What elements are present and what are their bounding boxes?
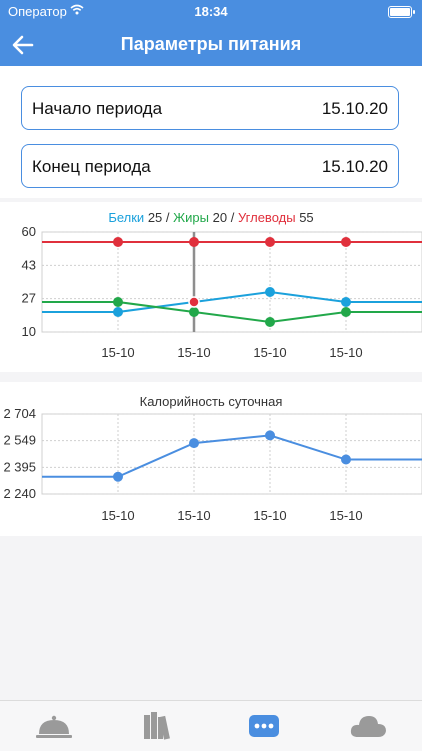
calories-series-line <box>42 434 422 478</box>
cloud-icon <box>350 716 386 737</box>
back-button[interactable] <box>8 30 38 60</box>
macros-selected-point <box>188 296 200 308</box>
legend-separator: / <box>231 210 235 225</box>
calories-data-point <box>265 430 275 441</box>
macros-data-point <box>341 307 351 317</box>
tab-cloud[interactable] <box>348 709 388 743</box>
clock: 18:34 <box>194 4 228 19</box>
calories-chart-panel: Калорийность суточная 2 704 2 549 2 395 2 2… <box>0 382 422 536</box>
arrow-left-icon <box>12 35 34 55</box>
calories-y-tick: 2 549 <box>3 433 36 448</box>
wifi-icon <box>70 4 84 18</box>
legend-fat-number: 20 <box>213 210 227 225</box>
calories-y-tick: 2 240 <box>3 486 36 501</box>
nav-bar: Параметры питания <box>0 24 422 66</box>
calories-x-tick: 15-10 <box>101 508 134 523</box>
legend-fat-label: Жиры <box>173 210 209 225</box>
calories-x-tick: 15-10 <box>177 508 210 523</box>
tab-library[interactable] <box>138 709 178 743</box>
macros-y-tick: 60 <box>22 224 36 239</box>
calories-chart-title: Калорийность суточная <box>140 394 283 409</box>
legend-carbs-label: Углеводы <box>238 210 296 225</box>
macros-y-tick: 43 <box>22 257 36 272</box>
macros-x-tick: 15-10 <box>329 345 362 360</box>
macros-series-line <box>42 301 422 324</box>
period-panel: Начало периода 15.10.20 Конец периода 15… <box>0 66 422 198</box>
macros-data-point <box>113 237 123 247</box>
macros-x-tick: 15-10 <box>101 345 134 360</box>
macros-data-point <box>265 317 275 327</box>
status-bar: Оператор 18:34 <box>0 0 422 24</box>
calories-chart: Калорийность суточная 2 704 2 549 2 395 2 2… <box>3 394 422 523</box>
macros-data-point <box>113 307 123 317</box>
calories-x-tick: 15-10 <box>253 508 286 523</box>
calories-plot-frame <box>41 413 422 495</box>
period-end-label: Конец периода <box>32 157 151 176</box>
macros-y-tick: 27 <box>22 291 36 306</box>
period-start-label: Начало периода <box>32 99 163 118</box>
macros-series-line <box>42 290 422 313</box>
macros-x-tick: 15-10 <box>177 345 210 360</box>
carrier-label: Оператор <box>8 4 67 19</box>
page-title: Параметры питания <box>120 34 302 54</box>
calories-y-tick: 2 704 <box>3 406 36 421</box>
calories-data-point <box>341 454 351 465</box>
macros-x-tick: 15-10 <box>253 345 286 360</box>
macros-data-point <box>265 237 275 247</box>
period-start-field[interactable]: Начало периода 15.10.20 <box>21 86 399 130</box>
legend-protein-number: 25 <box>148 210 162 225</box>
food-dome-icon <box>36 715 72 738</box>
books-icon <box>144 712 170 740</box>
macros-data-point <box>189 307 199 317</box>
macros-y-tick: 10 <box>22 324 36 339</box>
legend-carbs-number: 55 <box>299 210 313 225</box>
period-end-field[interactable]: Конец периода 15.10.20 <box>21 144 399 188</box>
more-dots-icon <box>249 715 279 737</box>
period-end-value: 15.10.20 <box>321 157 388 176</box>
tab-bar <box>0 700 422 751</box>
battery-icon <box>388 6 415 18</box>
calories-data-point <box>189 438 199 449</box>
legend-separator: / <box>166 210 170 225</box>
macros-chart-panel: Белки 25 / Жиры 20 / Углеводы 55 60 43 27 1… <box>0 202 422 372</box>
macros-data-point <box>341 237 351 247</box>
calories-data-point <box>113 471 123 482</box>
tab-more[interactable] <box>244 709 284 743</box>
macros-data-point <box>189 237 199 247</box>
macros-legend: Белки 25 / Жиры 20 / Углеводы 55 <box>108 210 313 225</box>
legend-protein-label: Белки <box>108 210 144 225</box>
macros-chart: Белки 25 / Жиры 20 / Углеводы 55 60 43 27 1… <box>22 210 422 360</box>
period-start-value: 15.10.20 <box>321 99 388 118</box>
calories-y-tick: 2 395 <box>3 459 36 474</box>
tab-food[interactable] <box>34 709 74 743</box>
macros-data-point <box>341 297 351 307</box>
macros-data-point <box>113 297 123 307</box>
calories-x-tick: 15-10 <box>329 508 362 523</box>
macros-data-point <box>265 287 275 297</box>
